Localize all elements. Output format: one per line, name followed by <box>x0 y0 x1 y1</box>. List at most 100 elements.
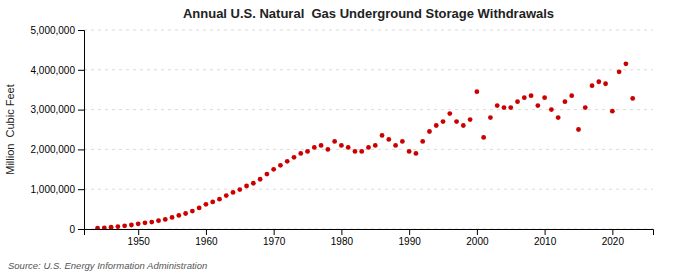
point <box>339 143 344 148</box>
point <box>508 105 513 110</box>
y-axis-title: Million Cubic Feet <box>4 84 16 174</box>
point <box>603 81 608 86</box>
x-tick-mark <box>545 229 546 235</box>
point <box>176 213 181 218</box>
x-tick-mark <box>612 229 613 235</box>
point <box>414 151 419 156</box>
y-tick-mark <box>78 30 84 31</box>
point <box>515 99 520 104</box>
y-tick: 1,000,000 <box>31 184 85 195</box>
x-tick-label: 1990 <box>399 236 422 247</box>
point <box>244 184 249 189</box>
point <box>522 95 527 100</box>
point <box>535 103 540 108</box>
point <box>468 117 473 122</box>
x-tick-label: 2010 <box>534 236 557 247</box>
y-tick-mark <box>78 110 84 111</box>
y-axis-line <box>78 31 85 230</box>
x-tick: 1990 <box>399 229 422 247</box>
point <box>569 93 574 98</box>
point <box>319 143 324 148</box>
y-tick: 3,000,000 <box>31 104 85 115</box>
plot-area: 1950 1960 1970 1980 1990 2000 2010 2020 0 1,000,0… <box>31 25 654 247</box>
point <box>170 215 175 220</box>
point <box>163 217 168 222</box>
point <box>488 115 493 120</box>
point <box>481 135 486 140</box>
x-axis-line <box>85 230 654 236</box>
point <box>305 149 310 154</box>
x-tick: 1960 <box>195 229 218 247</box>
point <box>251 181 256 186</box>
point <box>542 95 547 100</box>
point <box>617 69 622 74</box>
point <box>576 127 581 132</box>
x-tick: 2010 <box>534 229 557 247</box>
point <box>298 151 303 156</box>
grid-line <box>84 189 653 190</box>
point <box>332 139 337 144</box>
point <box>474 89 479 94</box>
point <box>393 143 398 148</box>
point <box>210 200 215 205</box>
x-tick-label: 1980 <box>331 236 354 247</box>
point <box>373 143 378 148</box>
y-tick-label: 3,000,000 <box>31 104 76 115</box>
point <box>529 93 534 98</box>
x-tick: 2000 <box>466 229 489 247</box>
y-tick-mark <box>78 149 84 150</box>
point <box>217 197 222 202</box>
x-tick-label: 1970 <box>263 236 286 247</box>
point <box>204 202 209 207</box>
point <box>610 109 615 114</box>
y-tick-label: 1,000,000 <box>31 184 76 195</box>
point <box>95 226 100 229</box>
point <box>346 145 351 150</box>
x-tick-mark <box>409 229 410 235</box>
y-tick: 4,000,000 <box>31 65 85 76</box>
y-tick-mark <box>78 189 84 190</box>
y-tick-mark <box>78 70 84 71</box>
point <box>264 172 269 177</box>
point <box>156 218 161 223</box>
grid <box>84 30 653 229</box>
grid-line <box>84 109 653 110</box>
point <box>502 105 507 110</box>
point <box>420 139 425 144</box>
point <box>278 163 283 168</box>
y-tick: 0 <box>69 224 84 235</box>
point <box>434 123 439 128</box>
point <box>596 79 601 84</box>
x-tick: 2020 <box>602 229 625 247</box>
point <box>427 129 432 134</box>
point <box>109 225 114 229</box>
grid-line <box>84 69 653 70</box>
source: Source: U.S. Energy Information Administ… <box>8 260 207 271</box>
point <box>590 83 595 88</box>
points <box>95 61 635 229</box>
grid-line <box>84 30 653 31</box>
point <box>122 223 127 228</box>
point <box>359 149 364 154</box>
x-axis: 1950 1960 1970 1980 1990 2000 2010 2020 <box>85 229 654 247</box>
point <box>102 225 107 229</box>
point <box>224 193 229 198</box>
x-tick: 1950 <box>128 229 151 247</box>
point <box>386 137 391 142</box>
point <box>312 145 317 150</box>
y-tick-label: 4,000,000 <box>31 65 76 76</box>
x-tick: 1980 <box>331 229 354 247</box>
point <box>583 105 588 110</box>
x-tick-label: 2000 <box>466 236 489 247</box>
point <box>495 103 500 108</box>
point <box>400 139 405 144</box>
point <box>454 119 459 124</box>
point <box>115 224 120 229</box>
y-tick-mark <box>78 229 84 230</box>
point <box>258 177 263 182</box>
x-tick-label: 2020 <box>602 236 625 247</box>
y-tick-label: 2,000,000 <box>31 144 76 155</box>
point <box>353 149 358 154</box>
x-tick-mark <box>477 229 478 235</box>
point <box>461 123 466 128</box>
